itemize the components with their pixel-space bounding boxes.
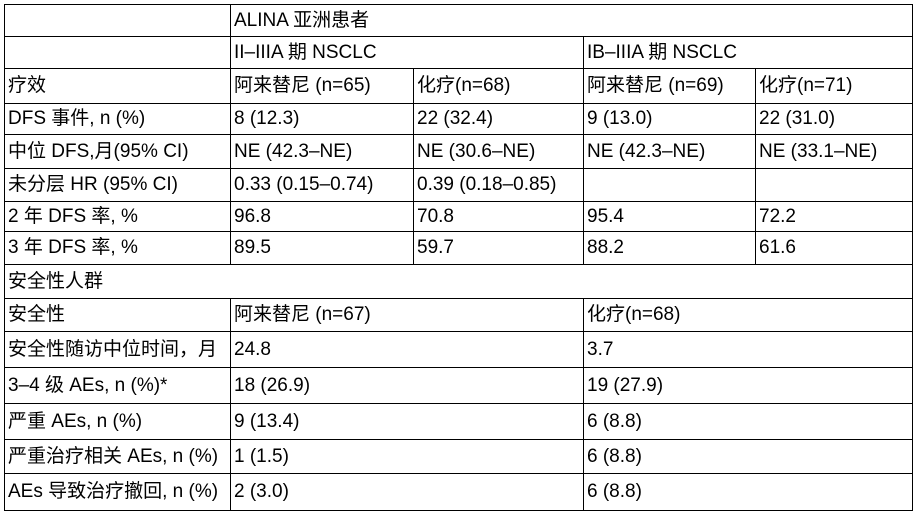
data-cell: 6 (8.8) (582, 403, 914, 440)
data-cell: 0.33 (0.15–0.74) (230, 168, 414, 202)
empty-cell (4, 36, 231, 69)
data-cell: 6 (8.8) (582, 473, 914, 511)
data-cell: 22 (31.0) (754, 103, 914, 135)
data-cell: 8 (12.3) (230, 103, 414, 135)
header-cell: 安全性人群 (3, 264, 914, 299)
alina-asian-patients-table: ALINA 亚洲患者 II–IIIA 期 NSCLC IB–IIIA 期 NSCLC… (3, 4, 914, 511)
header-cell: 阿来替尼 (n=65) (230, 68, 414, 104)
data-cell: 1 (1.5) (230, 439, 584, 474)
table-row-header-safety-arms: 安全性 阿来替尼 (n=67) 化疗(n=68) (4, 298, 914, 332)
data-cell: 72.2 (754, 201, 914, 232)
row-label-cell: 安全性随访中位时间，月 (4, 331, 231, 368)
data-cell: NE (42.3–NE) (583, 134, 756, 169)
data-cell: 0.39 (0.18–0.85) (413, 168, 584, 202)
row-label-cell: DFS 事件, n (%) (4, 103, 231, 135)
row-label-cell: 中位 DFS,月(95% CI) (4, 134, 231, 169)
header-cell: 安全性 (4, 298, 231, 332)
data-cell: NE (30.6–NE) (413, 134, 584, 169)
table-row-median-dfs: 中位 DFS,月(95% CI) NE (42.3–NE) NE (30.6–NE)… (4, 134, 914, 169)
table-row-aes-leading-to-withdrawal: AEs 导致治疗撤回, n (%) 2 (3.0) 6 (8.8) (4, 473, 914, 511)
header-cell: 疗效 (4, 68, 231, 104)
empty-cell (754, 168, 914, 202)
empty-cell (583, 168, 756, 202)
data-cell: 9 (13.0) (583, 103, 756, 135)
row-label-cell: 3 年 DFS 率, % (4, 231, 231, 265)
header-cell: 阿来替尼 (n=69) (583, 68, 756, 104)
data-cell: 3.7 (582, 331, 914, 368)
table-row-serious-treatment-related-aes: 严重治疗相关 AEs, n (%) 1 (1.5) 6 (8.8) (4, 439, 914, 474)
header-cell: ALINA 亚洲患者 (229, 4, 914, 37)
data-cell: 19 (27.9) (582, 367, 914, 404)
row-label-cell: 3–4 级 AEs, n (%)* (4, 367, 231, 404)
table-row-serious-aes: 严重 AEs, n (%) 9 (13.4) 6 (8.8) (4, 403, 914, 440)
data-cell: 89.5 (230, 231, 414, 265)
row-label-cell: AEs 导致治疗撤回, n (%) (4, 473, 231, 511)
table-row-header-study: ALINA 亚洲患者 (4, 4, 914, 37)
data-cell: 59.7 (413, 231, 584, 265)
data-cell: 88.2 (583, 231, 756, 265)
table-row-dfs-events: DFS 事件, n (%) 8 (12.3) 22 (32.4) 9 (13.0) 22… (4, 103, 914, 135)
row-label-cell: 严重治疗相关 AEs, n (%) (4, 439, 231, 474)
header-cell: 阿来替尼 (n=67) (230, 298, 584, 332)
table-row-header-efficacy-arms: 疗效 阿来替尼 (n=65) 化疗(n=68) 阿来替尼 (n=69) 化疗(n=71) (4, 68, 914, 104)
data-cell: 6 (8.8) (582, 439, 914, 474)
table-row-dfs-rate-3yr: 3 年 DFS 率, % 89.5 59.7 88.2 61.6 (4, 231, 914, 265)
header-cell: IB–IIIA 期 NSCLC (582, 36, 914, 69)
header-cell: 化疗(n=68) (582, 298, 914, 332)
clinical-table-body: ALINA 亚洲患者 II–IIIA 期 NSCLC IB–IIIA 期 NSCLC… (3, 4, 914, 511)
data-cell: 24.8 (230, 331, 584, 368)
data-cell: NE (42.3–NE) (230, 134, 414, 169)
table-row-safety-followup-median: 安全性随访中位时间，月 24.8 3.7 (4, 331, 914, 368)
data-cell: 96.8 (230, 201, 414, 232)
header-cell: II–IIIA 期 NSCLC (230, 36, 584, 69)
empty-cell (4, 4, 231, 37)
data-cell: 18 (26.9) (230, 367, 584, 404)
data-cell: 61.6 (754, 231, 914, 265)
row-label-cell: 未分层 HR (95% CI) (4, 168, 231, 202)
table-row-grade-3-4-aes: 3–4 级 AEs, n (%)* 18 (26.9) 19 (27.9) (4, 367, 914, 404)
table-row-header-stage: II–IIIA 期 NSCLC IB–IIIA 期 NSCLC (4, 36, 914, 69)
data-cell: 95.4 (583, 201, 756, 232)
data-cell: 70.8 (413, 201, 584, 232)
row-label-cell: 2 年 DFS 率, % (4, 201, 231, 232)
row-label-cell: 严重 AEs, n (%) (4, 403, 231, 440)
header-cell: 化疗(n=71) (754, 68, 914, 104)
data-cell: 9 (13.4) (230, 403, 584, 440)
table-row-unstratified-hr: 未分层 HR (95% CI) 0.33 (0.15–0.74) 0.39 (0.1… (4, 168, 914, 202)
data-cell: NE (33.1–NE) (754, 134, 914, 169)
table-row-header-safety-population: 安全性人群 (3, 264, 914, 299)
data-cell: 2 (3.0) (230, 473, 584, 511)
table-row-dfs-rate-2yr: 2 年 DFS 率, % 96.8 70.8 95.4 72.2 (4, 201, 914, 232)
data-cell: 22 (32.4) (413, 103, 584, 135)
header-cell: 化疗(n=68) (413, 68, 584, 104)
